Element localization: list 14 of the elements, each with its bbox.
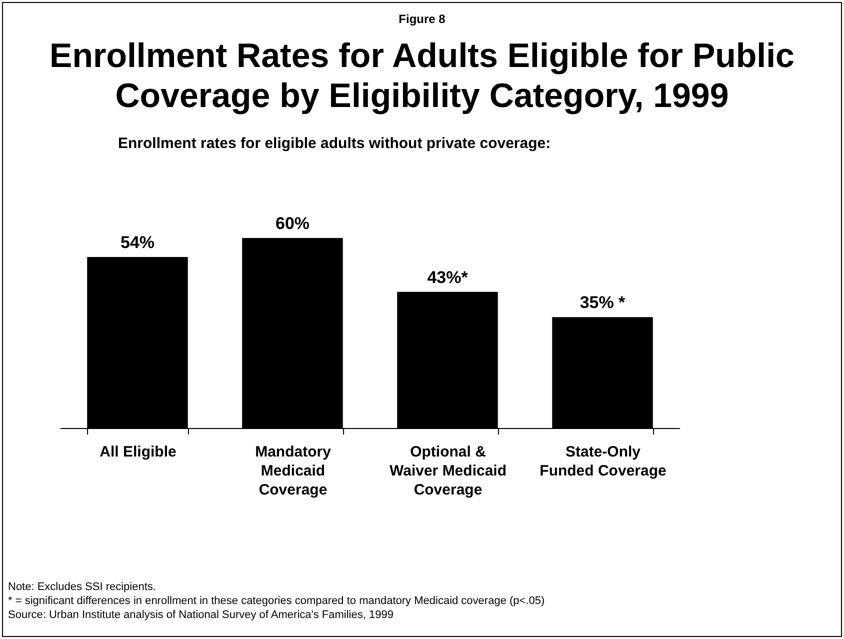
data-label: 35% * [580,293,626,312]
data-label: 60% [275,214,310,233]
x-tick-label: All Eligible [100,444,176,460]
source-note: Source: Urban Institute analysis of National Survey of America's Families, 1999 [8,608,394,622]
chart-subtitle: Enrollment rates for eligible adults without private coverage: [118,135,551,152]
x-tick-label: Optional & Waiver Medicaid Coverage [390,444,506,498]
caption: Figure 8 [398,12,446,26]
data-label: 54% [120,233,155,252]
text: * = significant differences in enrollment in these categories compared to mandatory Medicaid coverage (p<.05) [8,594,545,608]
x-tick-label: Mandatory Medicaid Coverage [255,444,332,498]
chart-title: Enrollment Rates for Adults Eligible for Public Coverage by Eligibility Category, 1999 [48,36,796,116]
text: Note: Excludes SSI recipients. [8,580,157,594]
data-label: 43%* [427,268,468,287]
x-tick-label: State-Only Funded Coverage [540,444,666,480]
